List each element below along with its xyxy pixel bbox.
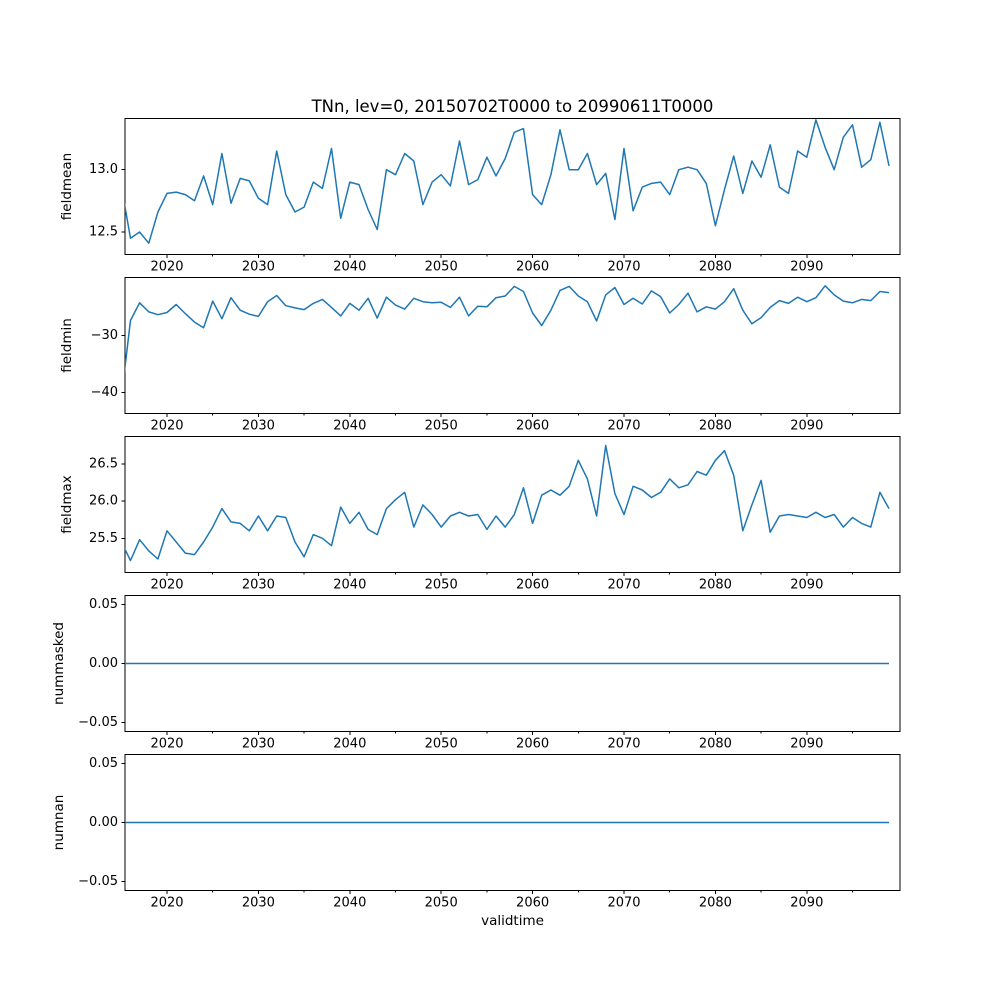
x-tick-label: 2080: [699, 259, 732, 274]
ylabel-numnan: numnan: [51, 795, 67, 851]
figure-title: TNn, lev=0, 20150702T0000 to 20990611T00…: [311, 97, 714, 116]
axes-frame: [124, 277, 901, 414]
x-tick-label: 2050: [425, 259, 458, 274]
y-tick-label: 0.00: [89, 656, 118, 671]
x-tick-label: 2090: [790, 577, 823, 592]
x-tick-label: 2030: [242, 418, 275, 433]
y-ticks: −0.05 0.00 0.05: [78, 597, 125, 730]
x-tick-label: 2060: [516, 577, 549, 592]
x-tick-label: 2020: [150, 577, 183, 592]
x-tick-label: 2020: [150, 418, 183, 433]
y-tick-label: 0.05: [89, 756, 118, 771]
x-tick-label: 2060: [516, 736, 549, 751]
x-tick-label: 2090: [790, 418, 823, 433]
axes-frame: [124, 118, 901, 255]
x-ticks: 2020 2030 2040 2050 2060 2070 2080 2090: [150, 890, 853, 910]
x-tick-label: 2050: [425, 895, 458, 910]
x-tick-label: 2020: [150, 736, 183, 751]
x-tick-label: 2040: [333, 895, 366, 910]
fieldmean-line: [125, 119, 890, 244]
x-tick-label: 2040: [333, 577, 366, 592]
x-tick-label: 2070: [607, 736, 640, 751]
fieldmax-line: [125, 444, 890, 562]
x-tick-label: 2040: [333, 736, 366, 751]
x-tick-label: 2050: [425, 736, 458, 751]
subplot-numnan: 2020 2030 2040 2050 2060 2070 2080 2090 −0.05 0.0…: [51, 754, 901, 910]
x-tick-label: 2050: [425, 418, 458, 433]
y-ticks: 25.5 26.0 26.5: [89, 457, 125, 546]
subplot-fieldmax: 2020 2030 2040 2050 2060 2070 2080 2090 25.5 26.0…: [59, 436, 901, 592]
y-tick-label: −30: [91, 328, 118, 343]
y-tick-label: 25.5: [89, 531, 118, 546]
x-tick-label: 2020: [150, 259, 183, 274]
y-tick-label: 13.0: [89, 162, 118, 177]
x-tick-label: 2030: [242, 259, 275, 274]
x-tick-label: 2090: [790, 259, 823, 274]
x-tick-label: 2090: [790, 895, 823, 910]
x-tick-label: 2070: [607, 259, 640, 274]
x-tick-label: 2080: [699, 895, 732, 910]
x-ticks: 2020 2030 2040 2050 2060 2070 2080 2090: [150, 254, 853, 274]
y-tick-label: −0.05: [78, 874, 118, 889]
x-tick-label: 2080: [699, 577, 732, 592]
y-tick-label: 0.00: [89, 815, 118, 830]
ylabel-fieldmin: fieldmin: [59, 318, 75, 373]
x-tick-label: 2070: [607, 895, 640, 910]
x-tick-label: 2060: [516, 259, 549, 274]
y-ticks: −0.05 0.00 0.05: [78, 756, 125, 889]
y-tick-label: 0.05: [89, 597, 118, 612]
y-tick-label: 26.5: [89, 457, 118, 472]
ylabel-nummasked: nummasked: [51, 622, 67, 705]
x-tick-label: 2060: [516, 418, 549, 433]
x-tick-label: 2030: [242, 736, 275, 751]
y-tick-label: 26.0: [89, 494, 118, 509]
x-tick-label: 2020: [150, 895, 183, 910]
x-tick-label: 2070: [607, 577, 640, 592]
x-tick-label: 2040: [333, 259, 366, 274]
y-ticks: 12.5 13.0: [89, 162, 125, 240]
fieldmin-line: [125, 285, 890, 374]
x-ticks: 2020 2030 2040 2050 2060 2070 2080 2090: [150, 572, 853, 592]
y-tick-label: −40: [91, 385, 118, 400]
y-ticks: −40 −30: [91, 328, 125, 400]
x-tick-label: 2050: [425, 577, 458, 592]
x-axis-label: validtime: [481, 913, 544, 929]
y-tick-label: 12.5: [89, 225, 118, 240]
x-tick-label: 2090: [790, 736, 823, 751]
x-tick-label: 2080: [699, 418, 732, 433]
x-tick-label: 2080: [699, 736, 732, 751]
x-ticks: 2020 2030 2040 2050 2060 2070 2080 2090: [150, 731, 853, 751]
x-tick-label: 2070: [607, 418, 640, 433]
x-tick-label: 2060: [516, 895, 549, 910]
subplot-nummasked: 2020 2030 2040 2050 2060 2070 2080 2090 −0.05 0.0…: [51, 595, 901, 751]
y-tick-label: −0.05: [78, 715, 118, 730]
x-tick-label: 2030: [242, 895, 275, 910]
ylabel-fieldmax: fieldmax: [59, 475, 75, 534]
ylabel-fieldmean: fieldmean: [59, 153, 75, 220]
subplot-fieldmean: 2020 2030 2040 2050 2060 2070 2080 2090 12.5 13.0…: [59, 118, 901, 274]
x-ticks: 2020 2030 2040 2050 2060 2070 2080 2090: [150, 413, 853, 433]
subplot-fieldmin: 2020 2030 2040 2050 2060 2070 2080 2090 −40 −30 fi…: [59, 277, 901, 433]
axes-frame: [124, 436, 901, 573]
x-tick-label: 2030: [242, 577, 275, 592]
x-tick-label: 2040: [333, 418, 366, 433]
